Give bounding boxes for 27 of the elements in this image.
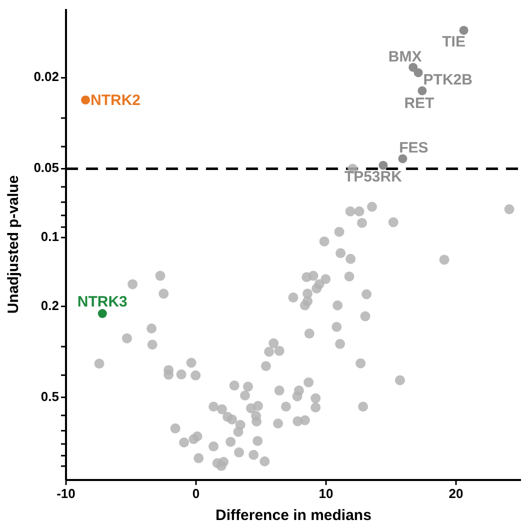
y-tick-label: 0.1 <box>40 229 59 244</box>
series-label: PTK2B <box>423 72 473 89</box>
x-tick-label: 20 <box>448 486 464 501</box>
point <box>98 309 107 318</box>
point <box>418 86 427 96</box>
point <box>398 154 408 164</box>
x-axis-title: Difference in medians <box>216 507 372 524</box>
y-tick-label: 0.05 <box>34 160 59 176</box>
point <box>414 68 423 78</box>
series-label: FES <box>399 140 428 157</box>
series-label: NTRK2 <box>90 92 141 109</box>
point <box>459 26 468 35</box>
series-label: TIE <box>442 33 466 50</box>
y-tick-label: 0.5 <box>40 388 59 404</box>
y-tick-label: 0.02 <box>34 69 59 84</box>
x-tick-label: -10 <box>56 486 76 501</box>
point <box>378 160 388 170</box>
series-label: BMX <box>388 48 422 66</box>
y-tick-label: 0.2 <box>40 298 59 313</box>
series-label: RET <box>404 94 434 112</box>
y-axis-title: Unadjusted p-value <box>5 175 22 314</box>
series-label: TP53RK <box>344 168 402 186</box>
x-tick-label: 0 <box>192 486 200 501</box>
point <box>81 95 90 104</box>
point <box>408 62 418 72</box>
series-label: NTRK3 <box>77 294 128 311</box>
x-tick-label: 10 <box>318 486 334 501</box>
